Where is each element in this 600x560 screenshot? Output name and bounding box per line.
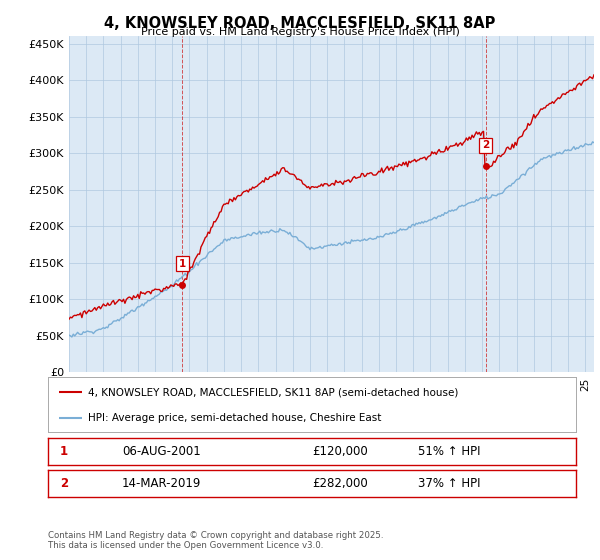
Text: £282,000: £282,000 <box>312 477 368 491</box>
Text: 4, KNOWSLEY ROAD, MACCLESFIELD, SK11 8AP: 4, KNOWSLEY ROAD, MACCLESFIELD, SK11 8AP <box>104 16 496 31</box>
Text: £120,000: £120,000 <box>312 445 368 458</box>
Text: 2: 2 <box>60 477 68 491</box>
Text: 51% ↑ HPI: 51% ↑ HPI <box>418 445 480 458</box>
Text: 4, KNOWSLEY ROAD, MACCLESFIELD, SK11 8AP (semi-detached house): 4, KNOWSLEY ROAD, MACCLESFIELD, SK11 8AP… <box>88 388 458 397</box>
Text: HPI: Average price, semi-detached house, Cheshire East: HPI: Average price, semi-detached house,… <box>88 413 381 422</box>
Text: Price paid vs. HM Land Registry's House Price Index (HPI): Price paid vs. HM Land Registry's House … <box>140 27 460 37</box>
Text: 1: 1 <box>179 259 186 269</box>
Text: 1: 1 <box>60 445 68 458</box>
Text: Contains HM Land Registry data © Crown copyright and database right 2025.
This d: Contains HM Land Registry data © Crown c… <box>48 530 383 550</box>
Text: 2: 2 <box>482 141 489 150</box>
Text: 06-AUG-2001: 06-AUG-2001 <box>122 445 200 458</box>
Text: 14-MAR-2019: 14-MAR-2019 <box>122 477 201 491</box>
Text: 37% ↑ HPI: 37% ↑ HPI <box>418 477 480 491</box>
